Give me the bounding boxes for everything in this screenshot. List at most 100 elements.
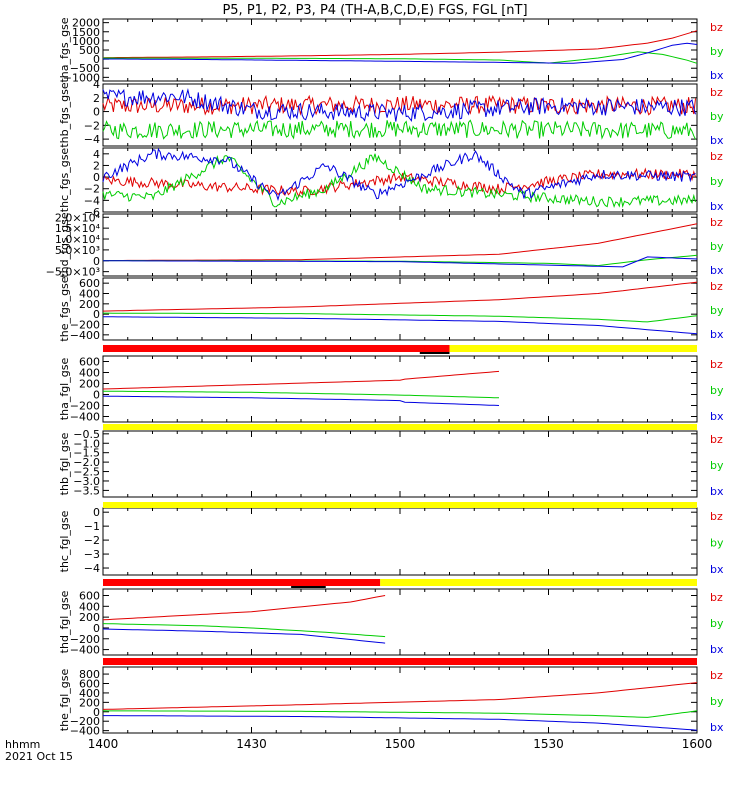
y-tick-label: −200 xyxy=(70,400,100,413)
series-line-bz xyxy=(102,595,386,621)
legend-by: by xyxy=(710,304,724,317)
series-line-bx xyxy=(102,628,386,644)
time-axis-date: 2021 Oct 15 xyxy=(5,750,73,763)
y-tick-label: 0 xyxy=(93,389,100,402)
y-tick-label: −200 xyxy=(70,633,100,646)
mode-bar-yellow xyxy=(380,579,697,586)
y-axis-label: thb_fgl_gse xyxy=(58,432,71,495)
legend-by: by xyxy=(710,459,724,472)
y-tick-label: −400 xyxy=(70,329,100,342)
x-tick-label: 1500 xyxy=(385,737,416,751)
series-line-bz xyxy=(102,281,698,312)
y-axis-label: thc_fgl_gse xyxy=(58,510,71,572)
y-tick-label: −3.5 xyxy=(73,484,100,497)
panel-thb_fgs_gse: 420−2−4 thb_fgs_gse bz by bx xyxy=(58,78,724,148)
legend-by: by xyxy=(710,240,724,253)
series-line-bx xyxy=(102,88,696,122)
x-tick-label: 1600 xyxy=(682,737,713,751)
x-tick-label: 1400 xyxy=(88,737,119,751)
series-line-by xyxy=(102,153,696,209)
mode-bar-black xyxy=(291,586,326,588)
y-tick-label: −2.5 xyxy=(73,466,100,479)
y-tick-label: 600 xyxy=(79,589,100,602)
mode-bar-red xyxy=(103,658,697,665)
y-tick-label: 0 xyxy=(93,622,100,635)
panel-frame xyxy=(102,666,698,734)
legend-bx: bx xyxy=(710,721,724,734)
y-tick-label: 400 xyxy=(79,687,100,700)
panel-thc_fgl_gse: 0−1−2−3−4 thc_fgl_gse bz by bx xyxy=(58,506,724,576)
y-tick-label: 1.5×10⁴ xyxy=(55,222,101,235)
y-tick-label: 2000 xyxy=(72,17,100,30)
time-axis: hhmm 2021 Oct 15 1400 1430 1500 1530 1600 xyxy=(5,737,712,763)
legend-bx: bx xyxy=(710,200,724,213)
y-tick-label: −2.0 xyxy=(73,456,100,469)
series-line-bz xyxy=(102,167,696,198)
figure-title: P5, P1, P2, P3, P4 (TH-A,B,C,D,E) FGS, F… xyxy=(222,3,527,18)
y-tick-label: −1.5 xyxy=(73,447,100,460)
series-line-bx xyxy=(103,316,698,335)
series-line-by xyxy=(103,312,698,323)
panel-frame xyxy=(102,83,698,147)
mode-bar xyxy=(103,345,697,354)
y-tick-label: −6 xyxy=(84,206,100,219)
panel-frame xyxy=(102,355,698,423)
y-tick-label: −400 xyxy=(70,644,100,657)
y-tick-label: 0 xyxy=(93,308,100,321)
y-tick-label: 0 xyxy=(93,706,100,719)
y-axis-label: thd_fgl_gse xyxy=(58,590,71,653)
y-axis-label: tha_fgl_gse xyxy=(58,358,71,421)
y-tick-label: 200 xyxy=(79,611,100,624)
y-axis-label: the_fgl_gse xyxy=(58,669,71,732)
y-tick-label: 1000 xyxy=(72,35,100,48)
y-tick-label: 1.0×10⁴ xyxy=(55,233,101,246)
y-tick-label: 0 xyxy=(93,506,100,519)
legend-bz: bz xyxy=(710,86,723,99)
series-line-bx xyxy=(103,715,698,731)
legend-bx: bx xyxy=(710,643,724,656)
series-line-bx xyxy=(102,147,696,202)
y-tick-label: −1.0 xyxy=(73,437,100,450)
y-tick-label: −200 xyxy=(70,319,100,332)
y-tick-label: 0 xyxy=(93,255,100,268)
y-tick-label: −2 xyxy=(84,534,100,547)
series-line-bx xyxy=(102,42,698,64)
legend-bz: bz xyxy=(710,591,723,604)
legend-bz: bz xyxy=(710,216,723,229)
y-tick-label: 4 xyxy=(93,148,100,161)
y-tick-label: 1500 xyxy=(72,26,100,39)
legend-by: by xyxy=(710,617,724,630)
y-tick-label: 600 xyxy=(79,356,100,369)
mode-bars xyxy=(103,345,697,665)
y-axis-label: thc_fgs_gse xyxy=(58,148,71,213)
mode-bar-yellow xyxy=(103,424,697,430)
mode-bar xyxy=(103,579,697,588)
series-line-by xyxy=(102,623,386,638)
y-tick-label: 400 xyxy=(79,367,100,380)
y-tick-label: 0 xyxy=(93,106,100,119)
y-tick-label: 0 xyxy=(93,171,100,184)
y-tick-label: −400 xyxy=(70,411,100,424)
y-tick-label: 5.0×10³ xyxy=(55,244,100,257)
panel-frame xyxy=(102,507,698,576)
y-tick-label: −200 xyxy=(70,715,100,728)
legend-bx: bx xyxy=(710,485,724,498)
mode-bar xyxy=(103,502,697,508)
y-tick-label: 600 xyxy=(79,678,100,691)
y-tick-label: −1 xyxy=(84,520,100,533)
y-axis-label: thb_fgs_gse xyxy=(58,82,71,148)
legend-bx: bx xyxy=(710,328,724,341)
mode-bar-yellow xyxy=(103,502,697,508)
y-tick-label: 0 xyxy=(93,53,100,66)
y-tick-label: −0.5 xyxy=(73,428,100,441)
legend-bx: bx xyxy=(710,563,724,576)
y-tick-label: −3 xyxy=(84,548,100,561)
series-line-by xyxy=(103,390,500,399)
y-axis-label: the_fgs_gse xyxy=(58,276,71,341)
